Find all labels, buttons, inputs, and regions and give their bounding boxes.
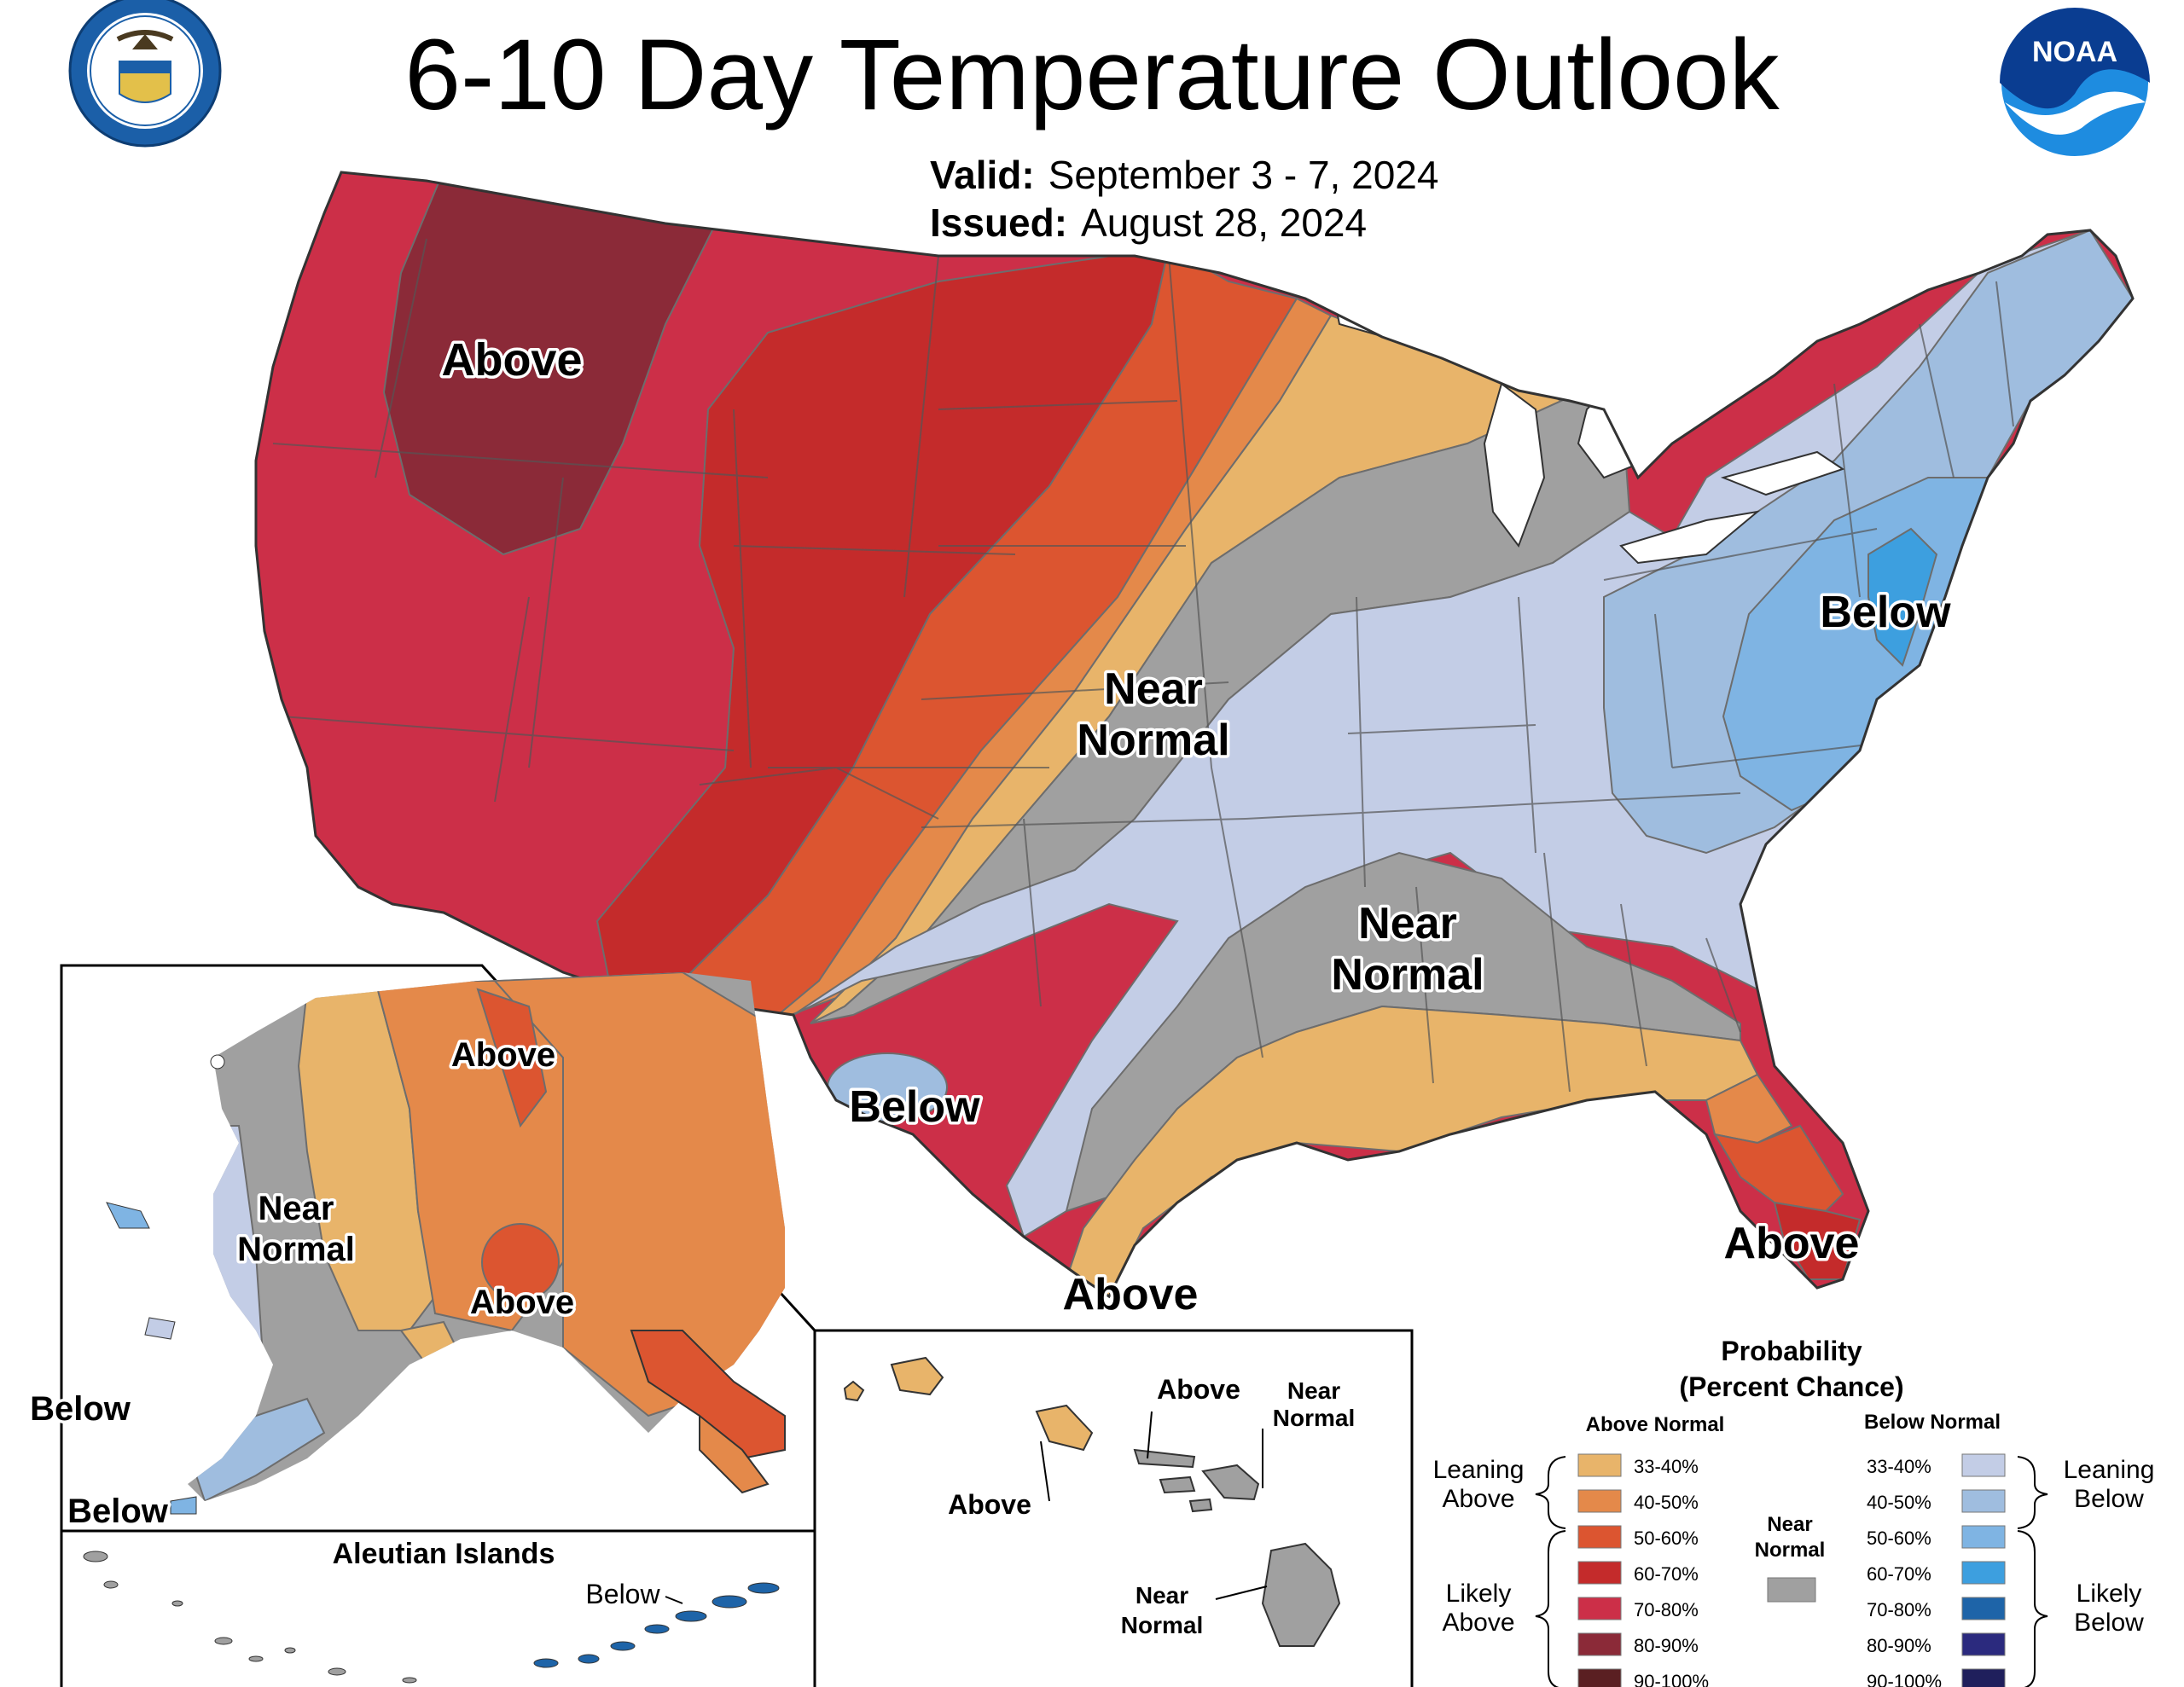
legend-above-swatch xyxy=(1577,1597,1622,1620)
legend-above-range: 40-50% xyxy=(1634,1492,1699,1513)
legend-above-swatch xyxy=(1577,1525,1622,1549)
label-ak-below-west: Below xyxy=(30,1390,131,1428)
legend-likely-above-2: Above xyxy=(1442,1609,1514,1637)
legend-leaning-below-2: Below xyxy=(2074,1485,2144,1513)
legend-below-header: Below Normal xyxy=(1864,1411,2001,1434)
alaska-inset xyxy=(60,964,816,1533)
legend-leaning-above-2: Above xyxy=(1442,1485,1514,1513)
label-ak-above-south: Above xyxy=(470,1284,574,1321)
label-hi-near-big-2: Normal xyxy=(1121,1612,1203,1638)
conus-map xyxy=(256,172,2133,1296)
label-near-central-2: Normal xyxy=(1077,716,1229,765)
label-ak-near-1: Near xyxy=(258,1190,334,1227)
hawaii-inset xyxy=(813,1329,1414,1687)
label-near-central-1: Near xyxy=(1104,664,1203,714)
label-aleutians-below: Below xyxy=(585,1579,660,1609)
label-hi-above-maui: Above xyxy=(948,1489,1031,1520)
legend-below-range: 80-90% xyxy=(1867,1635,1931,1656)
legend-below-range: 33-40% xyxy=(1867,1456,1931,1477)
label-hi-above-kauai: Above xyxy=(1157,1374,1240,1405)
commerce-seal xyxy=(68,0,222,148)
label-ak-above-north: Above xyxy=(451,1036,555,1074)
label-below-texas: Below xyxy=(849,1082,980,1132)
legend-title-2: (Percent Chance) xyxy=(1679,1371,1903,1402)
legend-below-swatch xyxy=(1961,1561,2006,1585)
label-hi-near-2: Normal xyxy=(1273,1405,1355,1431)
legend-below-range: 40-50% xyxy=(1867,1492,1931,1513)
legend-above-range: 60-70% xyxy=(1634,1563,1699,1585)
legend-near-header-2: Normal xyxy=(1755,1539,1826,1562)
issued-date: Issued: August 28, 2024 xyxy=(930,200,1367,246)
label-above-florida: Above xyxy=(1724,1219,1860,1268)
legend-above-range: 90-100% xyxy=(1634,1671,1709,1687)
issued-value: August 28, 2024 xyxy=(1081,200,1368,245)
noaa-logo-text: NOAA xyxy=(2032,36,2117,68)
legend-above-swatch xyxy=(1577,1668,1622,1687)
legend-likely-above-1: Likely xyxy=(1446,1580,1512,1608)
legend-above-swatch xyxy=(1577,1453,1622,1477)
legend-likely-below-2: Below xyxy=(2074,1609,2144,1637)
valid-label: Valid: xyxy=(930,153,1035,197)
legend-below-swatch xyxy=(1961,1668,2006,1687)
legend-below-swatch xyxy=(1961,1632,2006,1656)
legend-above-swatch xyxy=(1577,1632,1622,1656)
legend-leaning-below-1: Leaning xyxy=(2064,1456,2155,1484)
legend-below-range: 70-80% xyxy=(1867,1599,1931,1620)
label-hi-near-big-1: Near xyxy=(1136,1582,1188,1609)
label-below-northeast: Below xyxy=(1820,588,1951,637)
label-above-northwest: Above xyxy=(441,334,582,386)
legend-above-swatch xyxy=(1577,1561,1622,1585)
label-hi-near-1: Near xyxy=(1287,1377,1340,1404)
label-near-south-1: Near xyxy=(1358,899,1457,948)
legend-title-1: Probability xyxy=(1721,1336,1862,1366)
legend-below-range: 60-70% xyxy=(1867,1563,1931,1585)
legend-likely-below-1: Likely xyxy=(2077,1580,2142,1608)
legend-rows: 33-40% 33-40% 40-50% 40-50% 50-60% 50-60% 60-7… xyxy=(1577,1453,2006,1687)
valid-dates: Valid: September 3 - 7, 2024 xyxy=(930,152,1438,198)
legend-above-range: 33-40% xyxy=(1634,1456,1699,1477)
legend-above-range: 50-60% xyxy=(1634,1528,1699,1549)
label-ak-near-2: Normal xyxy=(237,1231,355,1268)
conus-outline xyxy=(254,171,2135,1299)
legend-below-swatch xyxy=(1961,1453,2006,1477)
issued-label: Issued: xyxy=(930,200,1068,245)
legend-braces xyxy=(1535,1456,2048,1687)
noaa-logo: NOAA xyxy=(1998,6,2152,159)
label-above-gulf: Above xyxy=(1063,1270,1199,1319)
legend-below-swatch xyxy=(1961,1525,2006,1549)
label-ak-below-peninsula: Below xyxy=(67,1493,169,1530)
legend-above-range: 80-90% xyxy=(1634,1635,1699,1656)
legend-above-header: Above Normal xyxy=(1586,1413,1725,1436)
legend-near-swatch xyxy=(1767,1577,1816,1603)
legend-below-swatch xyxy=(1961,1597,2006,1620)
legend: Probability (Percent Chance) Above Norma… xyxy=(1433,1336,2155,1687)
valid-value: September 3 - 7, 2024 xyxy=(1048,153,1439,197)
label-near-south-2: Normal xyxy=(1331,950,1484,1000)
legend-leaning-above-1: Leaning xyxy=(1433,1456,1525,1484)
legend-below-range: 90-100% xyxy=(1867,1671,1942,1687)
legend-below-swatch xyxy=(1961,1489,2006,1513)
aleutians-inset xyxy=(60,1529,816,1687)
aleutians-title: Aleutian Islands xyxy=(333,1538,555,1570)
page-title: 6-10 Day Temperature Outlook xyxy=(404,19,1780,131)
legend-above-range: 70-80% xyxy=(1634,1599,1699,1620)
legend-above-swatch xyxy=(1577,1489,1622,1513)
legend-below-range: 50-60% xyxy=(1867,1528,1931,1549)
legend-near-header-1: Near xyxy=(1767,1513,1812,1536)
